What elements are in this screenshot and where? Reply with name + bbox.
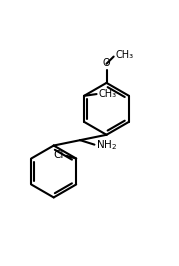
Text: CH₃: CH₃ bbox=[98, 89, 117, 99]
Text: CH₃: CH₃ bbox=[115, 50, 134, 60]
Text: NH$_2$: NH$_2$ bbox=[96, 139, 117, 152]
Text: Cl: Cl bbox=[53, 150, 64, 160]
Text: O: O bbox=[103, 58, 110, 68]
